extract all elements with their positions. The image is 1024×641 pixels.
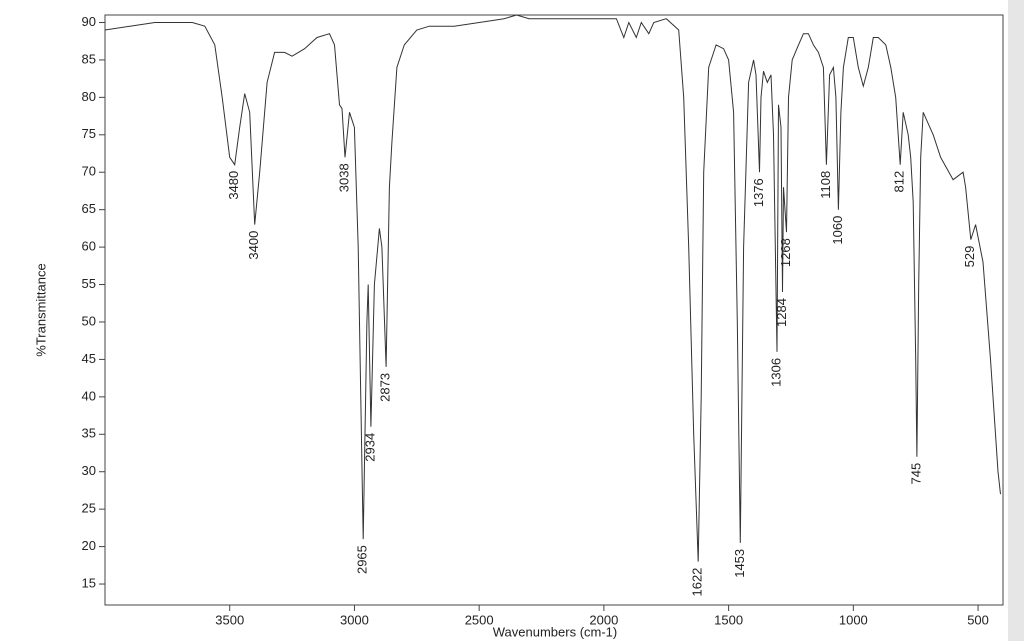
y-tick-label: 55 [82,276,96,291]
y-tick-label: 85 [82,51,96,66]
y-tick-label: 35 [82,426,96,441]
y-tick-label: 15 [82,575,96,590]
peak-label: 1376 [751,178,766,207]
y-axis-label: %Transmittance [33,263,48,356]
y-tick-label: 60 [82,239,96,254]
peak-label: 2873 [378,373,393,402]
y-tick-label: 65 [82,201,96,216]
y-tick-label: 30 [82,463,96,478]
peak-label: 2934 [362,433,377,462]
y-tick-label: 45 [82,351,96,366]
peak-label: 745 [908,463,923,485]
peak-label: 812 [892,171,907,193]
peak-label: 1306 [768,358,783,387]
peak-label: 3480 [226,171,241,200]
plot-frame [104,14,1004,606]
spectrum-line [104,14,1001,562]
peak-label: 2965 [355,545,370,574]
x-tick-label: 3000 [340,612,369,627]
x-tick-label: 500 [967,612,989,627]
y-tick-label: 75 [82,126,96,141]
peak-label: 1060 [830,216,845,245]
x-axis-label: Wavenumbers (cm-1) [493,624,617,639]
page-margin [1008,0,1024,641]
x-tick-label: 1500 [714,612,743,627]
peak-label: 3400 [246,231,261,260]
x-tick-label: 3500 [215,612,244,627]
y-tick-label: 25 [82,501,96,516]
y-tick-label: 50 [82,313,96,328]
y-tick-label: 90 [82,14,96,29]
peak-label: 1284 [774,298,789,327]
y-tick-label: 70 [82,164,96,179]
x-tick-label: 2500 [465,612,494,627]
y-tick-label: 40 [82,388,96,403]
peak-label: 1453 [732,549,747,578]
y-tick-label: 80 [82,89,96,104]
peak-label: 1268 [778,238,793,267]
peak-label: 1622 [690,568,705,597]
y-tick-label: 20 [82,538,96,553]
x-tick-label: 1000 [839,612,868,627]
peak-label: 529 [962,246,977,268]
peak-label: 1108 [818,171,833,199]
peak-label: 3038 [336,163,351,192]
x-tick-label: 2000 [589,612,618,627]
